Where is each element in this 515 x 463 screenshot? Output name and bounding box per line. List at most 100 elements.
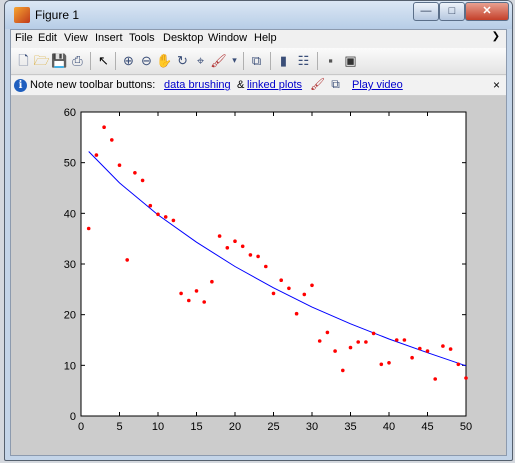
zoom-out-icon[interactable]: ⊖ [141, 53, 152, 68]
hide-plot-tools-icon[interactable]: ▪ [328, 53, 333, 68]
data-point[interactable] [271, 291, 276, 296]
data-point[interactable] [441, 344, 445, 348]
data-point[interactable] [217, 234, 222, 238]
data-point[interactable] [410, 355, 414, 360]
figure-toolbar: 🗋 🗁 💾 ⎙ ↖ ⊕ ⊖ ✋ ↻ ⌖ 🖌 ▾ ⧉ ▮ ☷ ▪ ▣ [11, 48, 506, 75]
brush-dropdown-icon[interactable]: ▾ [232, 55, 237, 65]
figure-window: Figure 1 — □ ✕ File Edit View Insert Too… [4, 0, 513, 461]
data-point[interactable] [256, 254, 260, 259]
show-plot-tools-icon[interactable]: ▣ [344, 53, 357, 68]
data-point[interactable] [210, 279, 214, 284]
data-cursor-icon[interactable]: ⌖ [196, 53, 205, 68]
y-tick-label: 60 [64, 107, 76, 119]
data-point[interactable] [140, 178, 145, 183]
y-tick-label: 30 [64, 259, 76, 271]
y-tick-label: 0 [70, 411, 76, 423]
play-video-link[interactable]: Play video [352, 79, 403, 91]
exponential-fit-line[interactable] [88, 151, 467, 367]
link-plot-icon[interactable]: ⧉ [251, 53, 262, 68]
minimize-button[interactable]: — [413, 2, 439, 21]
data-point[interactable] [394, 338, 399, 342]
data-point[interactable] [125, 258, 129, 262]
title-bar[interactable]: Figure 1 — □ ✕ [5, 1, 512, 29]
data-point[interactable] [86, 226, 91, 231]
menu-help[interactable]: Help [254, 32, 277, 44]
pointer-icon[interactable]: ↖ [98, 53, 109, 68]
data-point[interactable] [333, 349, 337, 353]
data-point[interactable] [379, 362, 384, 367]
data-point[interactable] [279, 278, 284, 282]
data-point[interactable] [225, 246, 230, 250]
data-point[interactable] [317, 339, 322, 343]
data-point[interactable] [248, 253, 253, 257]
data-point[interactable] [163, 215, 168, 219]
data-point[interactable] [187, 298, 191, 303]
data-point[interactable] [202, 300, 206, 304]
axes-box[interactable] [80, 111, 467, 417]
data-point[interactable] [194, 289, 199, 293]
data-point[interactable] [117, 163, 122, 167]
menu-edit[interactable]: Edit [38, 32, 57, 44]
close-icon[interactable]: × [492, 78, 500, 92]
data-point[interactable] [425, 349, 430, 353]
info-bar: i Note new toolbar buttons: data brushin… [11, 76, 506, 96]
data-point[interactable] [156, 212, 160, 217]
data-point[interactable] [464, 376, 468, 380]
open-file-icon[interactable]: 🗁 [33, 53, 50, 68]
legend-icon[interactable]: ☷ [297, 53, 310, 68]
menu-tools[interactable]: Tools [129, 32, 155, 44]
zoom-in-icon[interactable]: ⊕ [123, 53, 134, 68]
data-point[interactable] [294, 311, 299, 316]
new-figure-icon[interactable]: 🗋 [18, 53, 29, 68]
data-point[interactable] [264, 264, 268, 269]
data-point[interactable] [418, 346, 422, 351]
menu-view[interactable]: View [64, 32, 88, 44]
menu-insert[interactable]: Insert [95, 32, 123, 44]
data-point[interactable] [341, 368, 345, 373]
menu-file[interactable]: File [15, 32, 33, 44]
data-point[interactable] [102, 125, 106, 129]
menu-window[interactable]: Window [208, 32, 248, 44]
info-text: Note new toolbar buttons: [30, 79, 156, 91]
data-point[interactable] [371, 331, 376, 336]
menu-desktop[interactable]: Desktop [163, 32, 204, 44]
data-point[interactable] [325, 330, 330, 335]
data-point[interactable] [302, 292, 307, 297]
data-brushing-link[interactable]: data brushing [164, 79, 231, 91]
data-point[interactable] [133, 171, 137, 175]
data-point[interactable] [179, 291, 183, 296]
data-point[interactable] [240, 244, 245, 249]
pan-icon[interactable]: ✋ [156, 53, 173, 68]
data-point[interactable] [148, 203, 153, 208]
data-point[interactable] [94, 153, 99, 157]
data-point[interactable] [364, 340, 368, 344]
data-point[interactable] [233, 239, 237, 243]
toolbar-separator [90, 52, 91, 70]
info-ampersand: & [237, 79, 245, 91]
x-tick-label: 40 [383, 421, 395, 433]
data-point[interactable] [387, 361, 391, 365]
rotate-icon[interactable]: ↻ [177, 53, 188, 68]
linked-plots-link[interactable]: linked plots [247, 79, 303, 91]
menu-overflow-icon[interactable]: ❯ [491, 31, 500, 42]
data-point[interactable] [348, 345, 353, 350]
brush-icon[interactable]: 🖌 [210, 53, 227, 68]
data-point[interactable] [110, 138, 114, 142]
data-point[interactable] [402, 338, 407, 342]
print-icon[interactable]: ⎙ [72, 53, 83, 68]
data-point[interactable] [287, 286, 291, 291]
close-button[interactable]: ✕ [465, 2, 509, 21]
save-icon[interactable]: 💾 [51, 53, 68, 68]
colorbar-icon[interactable]: ▮ [279, 53, 288, 68]
plot-svg: 0 5 10 15 20 25 30 35 40 45 50 0 10 20 30 40 50 60 [64, 107, 472, 433]
x-tick-label: 50 [460, 421, 472, 433]
data-point[interactable] [433, 377, 438, 381]
data-point[interactable] [448, 347, 453, 351]
data-point[interactable] [171, 218, 176, 223]
maximize-button[interactable]: □ [439, 2, 465, 21]
info-icon: i [14, 79, 27, 92]
data-point[interactable] [356, 340, 361, 344]
data-point[interactable] [310, 283, 314, 288]
data-point[interactable] [456, 362, 461, 367]
brush-icon: 🖌 [309, 77, 326, 91]
